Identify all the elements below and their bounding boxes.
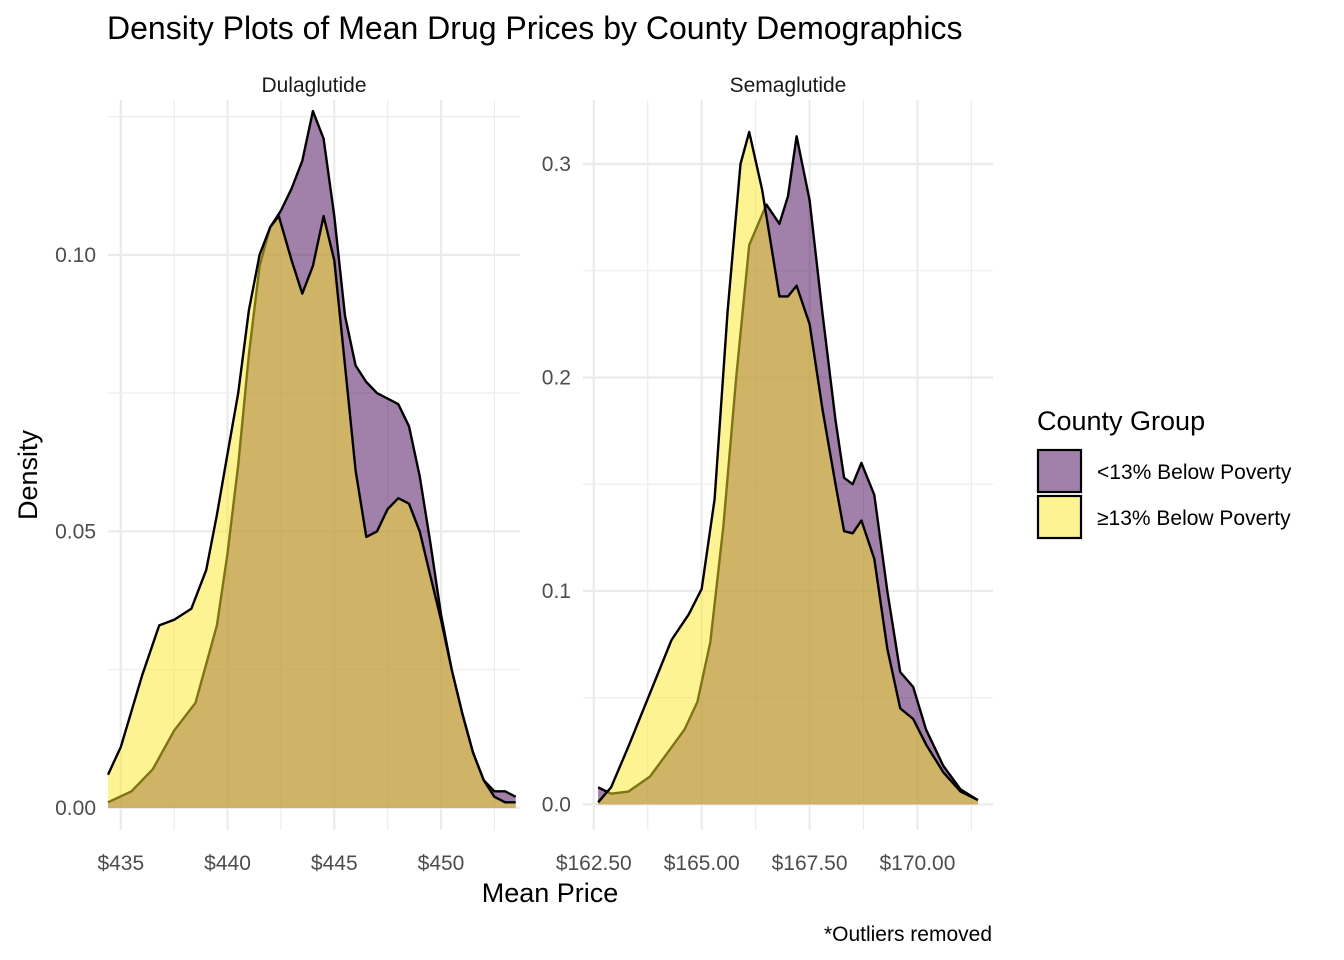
legend-label-above-13: ≥13% Below Poverty	[1097, 507, 1291, 530]
legend-key-below-13	[1036, 448, 1083, 494]
y-tick-label: 0.00	[55, 797, 96, 820]
y-tick-label: 0.05	[55, 520, 96, 543]
chart-title: Density Plots of Mean Drug Prices by Cou…	[107, 10, 962, 46]
x-tick-label: $162.50	[556, 852, 632, 875]
x-tick-label: $450	[418, 852, 465, 875]
x-tick-label: $440	[204, 852, 251, 875]
y-tick-label: 0.1	[542, 580, 571, 603]
legend: County Group <13% Below Poverty ≥13% Bel…	[1036, 406, 1292, 540]
legend-title: County Group	[1037, 406, 1205, 436]
panel-semaglutide: Semaglutide $162.50 $165.00 $167.50 $170.00 0…	[542, 74, 993, 875]
y-tick-label: 0.10	[55, 244, 96, 267]
y-tick-label: 0.0	[542, 793, 571, 816]
caption: *Outliers removed	[824, 923, 992, 946]
x-tick-label: $445	[311, 852, 358, 875]
y-tick-label: 0.2	[542, 366, 571, 389]
density-line-13-below-poverty	[597, 130, 979, 804]
density-area-13-below-poverty	[598, 132, 978, 805]
panel-strip-label: Semaglutide	[730, 74, 847, 97]
y-tick-label: 0.3	[542, 153, 571, 176]
x-tick-label: $170.00	[880, 852, 956, 875]
x-tick-label: $435	[97, 852, 144, 875]
density-line-13-below-poverty	[106, 214, 516, 804]
density-area-13-below-poverty	[108, 216, 516, 808]
legend-label-below-13: <13% Below Poverty	[1097, 461, 1292, 484]
panel-strip-label: Dulaglutide	[261, 74, 366, 97]
x-axis-title: Mean Price	[482, 878, 619, 908]
panel-dulaglutide: Dulaglutide $435 $440 $445 $450 0.00 0.05 0.10	[55, 74, 520, 875]
x-tick-label: $165.00	[664, 852, 740, 875]
legend-key-above-13	[1036, 494, 1083, 540]
y-axis-title: Density	[13, 429, 43, 520]
x-tick-label: $167.50	[772, 852, 848, 875]
